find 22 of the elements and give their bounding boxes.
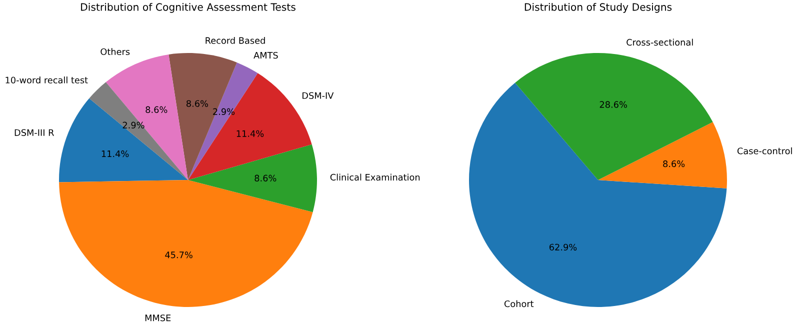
- slice-label: MMSE: [145, 314, 171, 322]
- slice-label: Cohort: [504, 300, 534, 308]
- slice-label: AMTS: [254, 52, 278, 59]
- slice-label: DSM-IV: [302, 92, 334, 99]
- data-label: 8.6%: [254, 174, 276, 182]
- data-label: 45.7%: [165, 252, 192, 258]
- chart-title: Distribution of Study Designs: [524, 3, 672, 13]
- slice-label: DSM-III R: [14, 129, 54, 136]
- data-label: 8.6%: [663, 160, 685, 168]
- slice-label: Others: [100, 48, 130, 56]
- slice-label: Cross-sectional: [626, 38, 693, 46]
- slice-label: 10-word recall test: [6, 76, 88, 84]
- slice-label: Clinical Examination: [330, 174, 420, 181]
- chart-title: Distribution of Cognitive Assessment Tests: [81, 3, 296, 13]
- data-label: 8.6%: [146, 106, 168, 114]
- slice-label: Record Based: [206, 36, 265, 44]
- data-label: 11.4%: [236, 130, 264, 137]
- data-label: 62.9%: [549, 244, 577, 251]
- data-label: 8.6%: [186, 100, 208, 107]
- data-label: 28.6%: [600, 101, 627, 108]
- slice-label: Case-control: [737, 147, 792, 154]
- data-label: 11.4%: [102, 150, 129, 158]
